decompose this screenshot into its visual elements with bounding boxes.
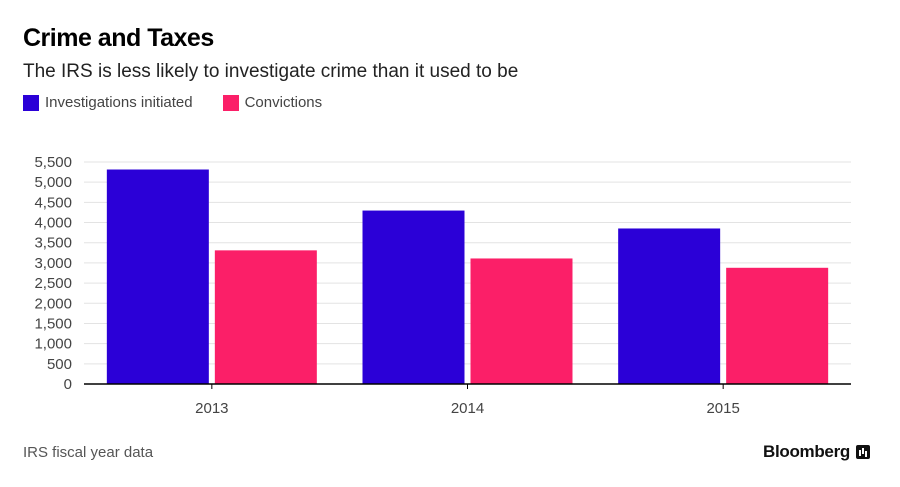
y-tick-label: 4,500 <box>34 194 72 211</box>
legend-label-investigations: Investigations initiated <box>45 94 193 111</box>
y-tick-label: 2,000 <box>34 295 72 312</box>
legend-swatch-investigations <box>23 94 39 111</box>
legend: Investigations initiated Convictions <box>23 94 352 111</box>
brand-logo: Bloomberg <box>763 442 870 462</box>
y-tick-label: 1,000 <box>34 336 72 353</box>
y-tick-label: 5,500 <box>34 154 72 171</box>
legend-label-convictions: Convictions <box>244 94 323 111</box>
source-note: IRS fiscal year data <box>23 444 154 461</box>
y-tick-label: 1,500 <box>34 315 72 332</box>
brand-name: Bloomberg <box>762 442 850 461</box>
legend-swatch-convictions <box>222 94 239 111</box>
bar-convictions-2013 <box>214 250 317 384</box>
bar-investigations-2013 <box>106 169 209 384</box>
y-tick-label: 4,000 <box>34 215 72 232</box>
y-tick-label: 2,500 <box>34 275 72 292</box>
y-tick-label: 500 <box>47 356 72 373</box>
chart-title: Crime and Taxes <box>23 24 214 52</box>
y-tick-label: 5,000 <box>34 174 72 191</box>
legend-item-convictions: Convictions <box>222 94 323 111</box>
x-tick-label: 2014 <box>451 400 484 417</box>
x-tick-label: 2013 <box>195 400 228 417</box>
bar-investigations-2014 <box>362 210 465 384</box>
x-tick-label: 2015 <box>706 400 739 417</box>
y-tick-label: 3,500 <box>34 235 72 252</box>
bar-investigations-2015 <box>618 228 721 384</box>
chart-subtitle: The IRS is less likely to investigate cr… <box>23 61 519 82</box>
bloomberg-chart-icon <box>856 445 870 459</box>
y-tick-label: 0 <box>64 376 72 393</box>
y-tick-label: 3,000 <box>34 255 72 272</box>
bar-convictions-2014 <box>470 258 573 384</box>
legend-item-investigations: Investigations initiated <box>23 94 193 111</box>
bar-convictions-2015 <box>726 267 829 384</box>
